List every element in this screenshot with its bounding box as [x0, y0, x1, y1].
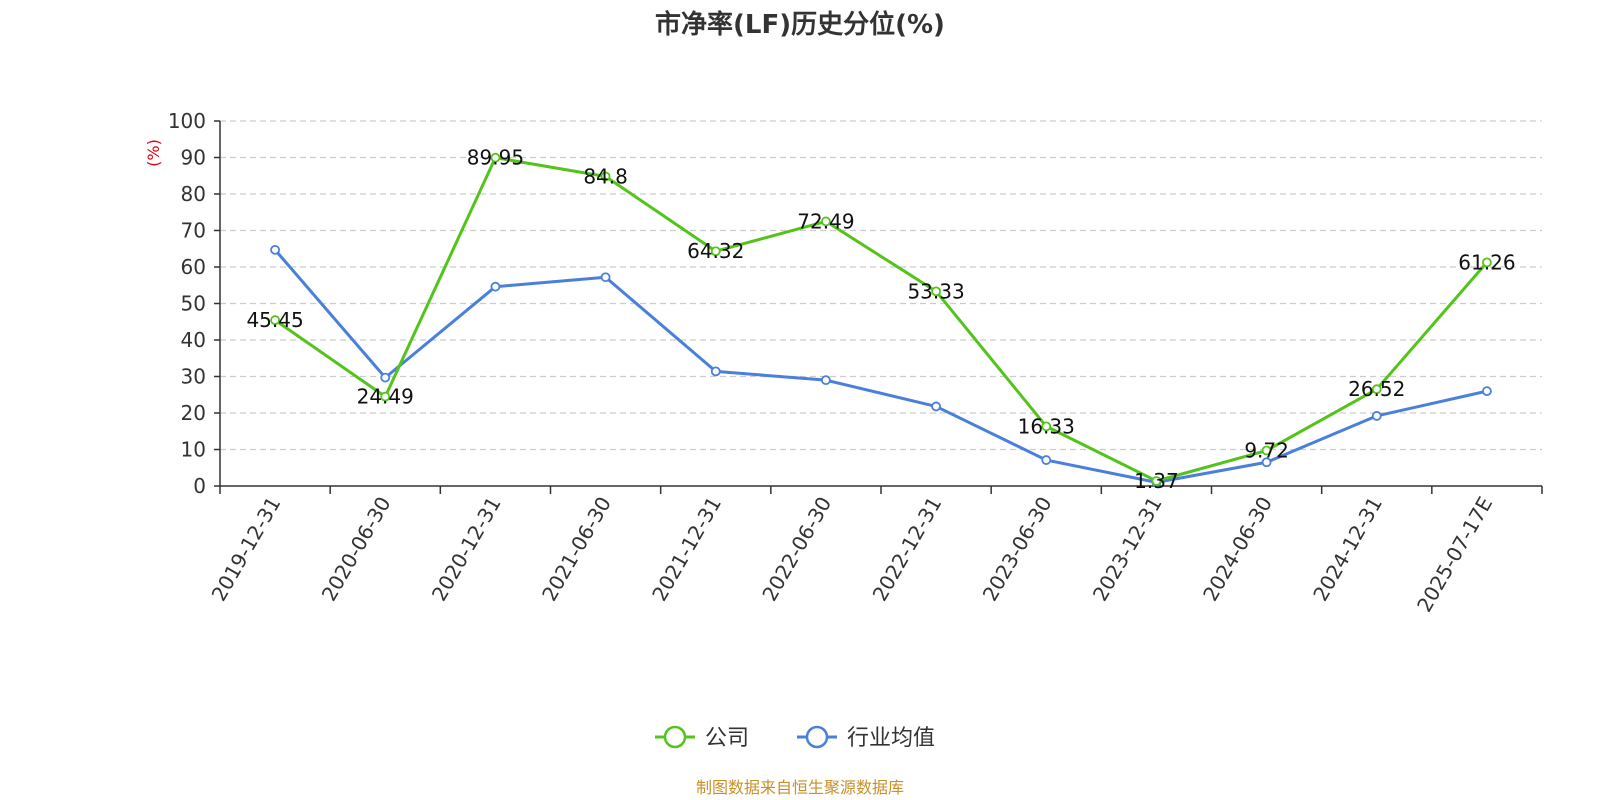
x-tick-label: 2023-06-30 — [978, 493, 1057, 606]
x-axis-ticks: 2019-12-31 2020-06-30 2020-12-31 2021-06-30… — [207, 486, 1543, 617]
data-point — [380, 391, 391, 402]
data-point — [710, 246, 721, 257]
x-tick-label: 2019-12-31 — [207, 493, 286, 606]
data-label: 89.95 — [467, 146, 524, 170]
data-point — [821, 375, 831, 386]
data-label: 84.8 — [583, 164, 628, 188]
data-point — [380, 372, 391, 383]
data-point — [1261, 457, 1272, 468]
data-point — [600, 171, 611, 182]
data-label: 61.26 — [1458, 250, 1515, 274]
grid-lines — [220, 120, 1542, 451]
data-label: 72.49 — [797, 209, 854, 233]
y-tick-label: 80 — [181, 182, 206, 206]
data-label: 1.37 — [1134, 469, 1179, 493]
x-tick-label: 2022-06-30 — [757, 493, 836, 606]
legend-item-0: 公司 — [655, 725, 749, 751]
data-point — [1151, 476, 1162, 486]
x-tick-label: 2020-12-31 — [427, 493, 506, 606]
data-label: 53.33 — [907, 279, 964, 303]
data-point — [710, 366, 721, 377]
y-tick-label: 60 — [181, 255, 206, 279]
x-tick-label: 2021-06-30 — [537, 493, 616, 606]
legend-swatch-marker — [663, 725, 687, 749]
data-label: 9.72 — [1244, 439, 1289, 463]
legend-label: 行业均值 — [847, 726, 935, 751]
y-tick-label: 100 — [168, 109, 206, 133]
x-tick-label: 2024-06-30 — [1198, 493, 1277, 606]
y-tick-label: 0 — [193, 474, 206, 498]
data-point — [1041, 455, 1052, 465]
data-label: 45.45 — [246, 308, 303, 332]
data-point — [931, 286, 941, 297]
data-label: 16.33 — [1018, 414, 1075, 438]
y-axis-unit: (%) — [144, 139, 163, 167]
data-point — [1371, 411, 1382, 421]
chart-title: 市净率(LF)历史分位(%) — [655, 9, 945, 40]
data-point — [490, 152, 501, 163]
data-point — [931, 401, 941, 412]
y-tick-label: 10 — [181, 438, 206, 462]
x-tick-label: 2022-12-31 — [868, 493, 947, 606]
data-point — [821, 216, 831, 227]
x-tick-label: 2021-12-31 — [647, 493, 726, 606]
data-label: 64.32 — [687, 239, 744, 263]
legend: 公司 行业均值 — [655, 725, 935, 751]
y-tick-label: 40 — [181, 328, 206, 352]
series-line-1 — [273, 248, 1488, 484]
x-tick-label: 2025-07-17E — [1412, 493, 1497, 617]
legend-label: 公司 — [705, 726, 749, 751]
legend-swatch-marker — [805, 725, 829, 749]
data-label: 24.49 — [357, 385, 414, 409]
data-labels: 45.45 24.49 89.95 84.8 64.32 72.49 53.33 16.33 1… — [246, 146, 1515, 493]
y-tick-label: 70 — [181, 219, 206, 243]
y-axis-ticks: 0 10 20 30 40 50 60 70 80 90 100 — [168, 109, 220, 498]
data-point — [1482, 386, 1492, 397]
y-tick-label: 30 — [181, 365, 206, 389]
legend-item-1: 行业均值 — [797, 725, 935, 751]
source-note: 制图数据来自恒生聚源数据库 — [696, 778, 904, 797]
data-point — [1371, 384, 1382, 395]
data-label: 26.52 — [1348, 377, 1405, 401]
data-point — [1482, 257, 1492, 268]
x-tick-label: 2020-06-30 — [317, 493, 396, 606]
data-point — [270, 315, 280, 326]
x-tick-label: 2023-12-31 — [1088, 493, 1167, 606]
data-point — [1041, 421, 1052, 432]
y-tick-label: 90 — [181, 146, 206, 170]
data-point — [600, 272, 611, 283]
series-group — [270, 152, 1492, 488]
data-point — [1261, 445, 1272, 456]
data-point — [490, 281, 501, 292]
y-tick-label: 50 — [181, 292, 206, 316]
series-line-0 — [274, 156, 1489, 483]
y-tick-label: 20 — [181, 401, 206, 425]
x-tick-label: 2024-12-31 — [1308, 493, 1387, 606]
data-point — [270, 244, 280, 255]
